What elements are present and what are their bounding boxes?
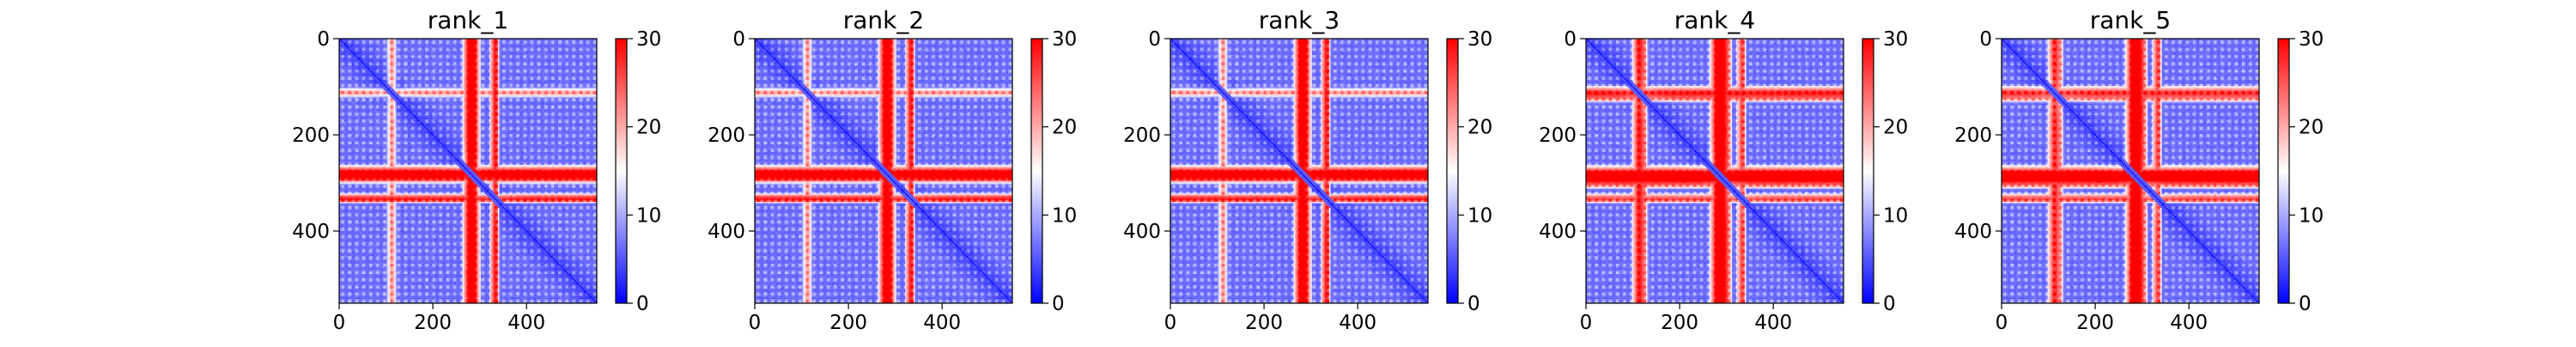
- y-tick-label: 0: [1564, 28, 1577, 51]
- colorbar: [1030, 38, 1043, 304]
- distance-map-image: [339, 39, 597, 303]
- y-tick-label: 0: [732, 28, 745, 51]
- colorbar-tick-label: 0: [1467, 293, 1480, 315]
- panel-title: rank_5: [2090, 6, 2171, 34]
- x-tick-label: 200: [1245, 312, 1283, 334]
- colorbar: [1862, 38, 1874, 304]
- y-tick-label: 400: [708, 221, 745, 243]
- y-tick-label: 200: [1954, 125, 1992, 147]
- colorbar-tick-label: 20: [636, 117, 661, 139]
- heatmap-panel-4: rank_4 0 200 400 0 200 400 0 10 20 30: [1539, 6, 1908, 334]
- colorbar-tick-label: 10: [636, 204, 661, 227]
- panel-title: rank_2: [843, 6, 924, 34]
- heatmap-panel-5: rank_5 0 200 400 0 200 400 0 10 20 30: [1954, 6, 2324, 334]
- colorbar-tick-label: 30: [1467, 28, 1492, 51]
- x-tick-label: 0: [1580, 312, 1593, 334]
- heatmap-panel-3: rank_3 0 200 400 0 200 400 0 10 20 30: [1123, 6, 1492, 334]
- colorbar-tick-label: 10: [2299, 204, 2324, 227]
- panel-title: rank_1: [428, 6, 508, 34]
- plot-frame: [2001, 38, 2260, 304]
- x-tick-label: 400: [507, 312, 545, 334]
- plot-frame: [1585, 38, 1844, 304]
- colorbar: [615, 38, 628, 304]
- x-tick-label: 200: [2076, 312, 2114, 334]
- x-tick-label: 200: [414, 312, 452, 334]
- x-tick-label: 200: [1661, 312, 1698, 334]
- colorbar-tick-label: 20: [2299, 117, 2324, 139]
- distance-map-image: [2002, 39, 2259, 303]
- y-tick-label: 400: [1539, 221, 1577, 243]
- heatmap-panel-2: rank_2 0 200 400 0 200 400 0 10 20 30: [708, 6, 1077, 334]
- colorbar-tick-label: 0: [636, 293, 649, 315]
- panel-title: rank_3: [1259, 6, 1340, 34]
- distance-map-image: [755, 39, 1012, 303]
- plot-frame: [754, 38, 1013, 304]
- y-tick-label: 0: [1979, 28, 1992, 51]
- plot-frame: [1170, 38, 1429, 304]
- x-tick-label: 0: [1996, 312, 2008, 334]
- colorbar-tick-label: 30: [1883, 28, 1908, 51]
- colorbar-tick-label: 10: [1052, 204, 1077, 227]
- x-tick-label: 0: [749, 312, 762, 334]
- y-tick-label: 0: [1148, 28, 1161, 51]
- y-tick-label: 400: [1123, 221, 1161, 243]
- plot-frame: [338, 38, 598, 304]
- colorbar: [1446, 38, 1459, 304]
- colorbar-tick-label: 20: [1883, 117, 1908, 139]
- x-tick-label: 0: [1164, 312, 1177, 334]
- colorbar: [2277, 38, 2290, 304]
- colorbar-tick-label: 30: [636, 28, 661, 51]
- y-tick-label: 200: [292, 125, 330, 147]
- y-tick-label: 200: [708, 125, 745, 147]
- y-tick-label: 200: [1123, 125, 1161, 147]
- y-tick-label: 400: [1954, 221, 1992, 243]
- colorbar-tick-label: 0: [2299, 293, 2312, 315]
- colorbar-tick-label: 0: [1883, 293, 1896, 315]
- distance-map-image: [1170, 39, 1428, 303]
- heatmap-panel-1: rank_1 0 200 400 0 200 400 0 10 20 30: [292, 6, 661, 334]
- colorbar-tick-label: 10: [1883, 204, 1908, 227]
- colorbar-tick-label: 0: [1052, 293, 1065, 315]
- y-tick-label: 0: [317, 28, 330, 51]
- x-tick-label: 200: [829, 312, 867, 334]
- x-tick-label: 400: [1754, 312, 1792, 334]
- colorbar-tick-label: 30: [1052, 28, 1077, 51]
- panel-title: rank_4: [1674, 6, 1755, 34]
- colorbar-tick-label: 30: [2299, 28, 2324, 51]
- x-tick-label: 0: [333, 312, 346, 334]
- y-tick-label: 400: [292, 221, 330, 243]
- y-tick-label: 200: [1539, 125, 1577, 147]
- colorbar-tick-label: 20: [1467, 117, 1492, 139]
- colorbar-tick-label: 20: [1052, 117, 1077, 139]
- colorbar-tick-label: 10: [1467, 204, 1492, 227]
- x-tick-label: 400: [2170, 312, 2208, 334]
- x-tick-label: 400: [1339, 312, 1376, 334]
- distance-map-image: [1586, 39, 1844, 303]
- x-tick-label: 400: [923, 312, 961, 334]
